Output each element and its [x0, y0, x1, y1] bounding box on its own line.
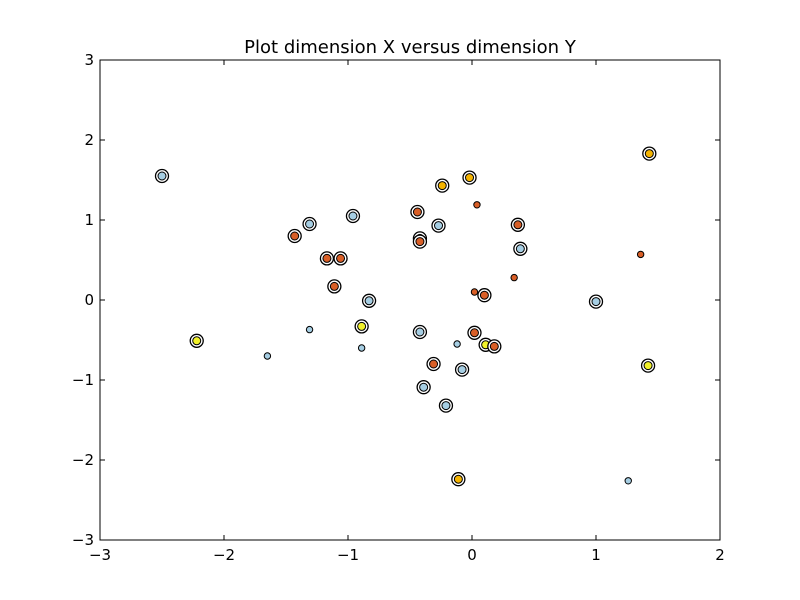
- point-marker: [624, 477, 632, 485]
- scatter-point: [642, 146, 657, 161]
- scatter-point: [451, 472, 466, 487]
- point-marker: [322, 253, 332, 263]
- scatter-point: [487, 339, 502, 354]
- point-marker: [263, 352, 272, 360]
- scatter-point: [636, 250, 645, 259]
- y-tick-label: −3: [72, 531, 94, 549]
- chart-title: Plot dimension X versus dimension Y: [244, 37, 577, 58]
- x-tick-label: −1: [337, 546, 359, 564]
- scatter-point: [454, 362, 470, 377]
- scatter-point: [640, 358, 656, 373]
- x-tick-label: 0: [467, 546, 477, 564]
- point-marker: [434, 221, 444, 231]
- scatter-point: [287, 228, 302, 244]
- scatter-point: [412, 234, 428, 249]
- scatter-point: [431, 218, 446, 233]
- y-tick-label: 1: [84, 211, 94, 229]
- scatter-point: [462, 170, 477, 185]
- point-marker: [473, 201, 481, 209]
- point-marker: [357, 321, 367, 331]
- scatter-point: [302, 216, 317, 232]
- y-tick-label: −1: [72, 371, 94, 389]
- point-marker: [336, 253, 346, 263]
- point-marker: [479, 290, 489, 300]
- point-marker: [643, 361, 653, 371]
- point-marker: [412, 207, 422, 217]
- point-marker: [305, 219, 315, 229]
- scatter-point: [189, 333, 204, 348]
- x-tick-label: 2: [715, 546, 725, 564]
- scatter-point: [333, 251, 348, 266]
- scatter-point: [467, 325, 482, 340]
- scatter-point: [473, 201, 481, 209]
- point-marker: [453, 474, 463, 484]
- scatter-point: [477, 288, 492, 303]
- scatter-point: [327, 279, 342, 294]
- x-tick-label: −2: [213, 546, 235, 564]
- scatter-point: [438, 398, 454, 413]
- point-marker: [465, 173, 475, 183]
- point-marker: [470, 288, 479, 296]
- scatter-point: [478, 337, 493, 352]
- point-marker: [419, 382, 429, 392]
- point-marker: [489, 341, 499, 351]
- point-marker: [157, 171, 167, 181]
- y-tick-label: 0: [84, 291, 94, 309]
- point-marker: [329, 281, 339, 291]
- scatter-point: [510, 273, 518, 282]
- point-marker: [290, 231, 300, 241]
- scatter-point: [361, 293, 377, 308]
- point-marker: [515, 244, 525, 254]
- y-tick-label: 3: [84, 51, 94, 69]
- scatter-point: [305, 325, 314, 334]
- scatter-point: [410, 204, 425, 220]
- scatter-point: [319, 251, 335, 266]
- scatter-point: [263, 352, 272, 360]
- point-marker: [453, 340, 461, 348]
- scatter-point: [416, 380, 431, 395]
- points-layer: [154, 146, 657, 487]
- point-marker: [357, 344, 366, 352]
- point-marker: [192, 336, 202, 346]
- scatter-point: [354, 319, 369, 334]
- point-marker: [510, 273, 518, 282]
- tick-labels-layer: −3 −2 −1 0 1 2 −3 −2 −1 0 1 2 3: [72, 51, 725, 564]
- y-tick-label: −2: [72, 451, 94, 469]
- y-tick-label: 2: [84, 131, 94, 149]
- point-marker: [513, 220, 523, 230]
- point-marker: [305, 325, 314, 334]
- point-marker: [348, 211, 358, 221]
- scatter-point: [513, 241, 528, 256]
- point-marker: [429, 359, 439, 369]
- x-tick-label: 1: [591, 546, 601, 564]
- x-tick-label: −3: [89, 546, 111, 564]
- scatter-point: [588, 294, 604, 309]
- scatter-point: [453, 340, 461, 348]
- point-marker: [469, 328, 479, 338]
- point-marker: [644, 149, 654, 159]
- point-marker: [457, 365, 467, 375]
- scatter-point: [426, 356, 441, 372]
- scatter-point: [624, 477, 632, 485]
- scatter-point: [470, 288, 479, 296]
- point-marker: [441, 401, 451, 411]
- scatter-point: [357, 344, 366, 352]
- scatter-point: [510, 217, 526, 232]
- scatter-point: [154, 168, 170, 184]
- point-marker: [415, 237, 425, 247]
- point-marker: [437, 181, 447, 191]
- scatter-point: [435, 178, 450, 193]
- point-marker: [364, 296, 374, 306]
- point-marker: [591, 297, 601, 307]
- scatter-point: [412, 324, 428, 340]
- scatter-point: [345, 208, 361, 224]
- ticks-layer: [99, 59, 721, 541]
- point-marker: [636, 250, 645, 259]
- point-marker: [415, 327, 425, 337]
